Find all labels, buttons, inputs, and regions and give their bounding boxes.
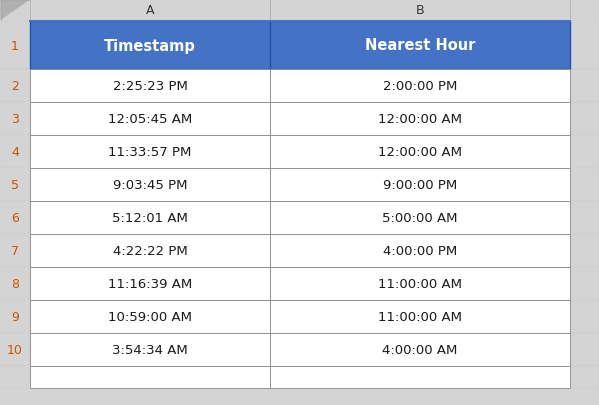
Bar [570, 366, 599, 388]
Text: Timestamp: Timestamp [104, 38, 196, 53]
Bar [0, 103, 30, 136]
Bar [30, 234, 270, 267]
Text: 11:00:00 AM: 11:00:00 AM [378, 310, 462, 323]
Bar [270, 267, 570, 300]
Bar [570, 70, 599, 103]
Text: 9:03:45 PM: 9:03:45 PM [113, 179, 187, 192]
Text: 12:00:00 AM: 12:00:00 AM [378, 146, 462, 159]
Text: 4: 4 [11, 146, 19, 159]
Bar [570, 333, 599, 366]
Bar [30, 22, 270, 70]
Bar [30, 202, 270, 234]
Bar [30, 300, 270, 333]
Bar [570, 22, 599, 70]
Bar [0, 267, 30, 300]
Bar [270, 202, 570, 234]
Bar [570, 267, 599, 300]
Text: 4:00:00 PM: 4:00:00 PM [383, 244, 457, 257]
Bar [270, 333, 570, 366]
Text: 9:00:00 PM: 9:00:00 PM [383, 179, 457, 192]
Bar [270, 234, 570, 267]
Bar [30, 136, 270, 168]
Text: 12:00:00 AM: 12:00:00 AM [378, 113, 462, 126]
Bar [570, 168, 599, 202]
Text: B: B [416, 4, 424, 17]
Bar [270, 168, 570, 202]
Text: 4:00:00 AM: 4:00:00 AM [382, 343, 458, 356]
Bar [30, 70, 270, 103]
Bar [0, 333, 30, 366]
Text: 7: 7 [11, 244, 19, 257]
Text: 11:33:57 PM: 11:33:57 PM [108, 146, 192, 159]
Text: 2:00:00 PM: 2:00:00 PM [383, 80, 457, 93]
Polygon shape [1, 1, 28, 20]
Text: 10: 10 [7, 343, 23, 356]
Text: 4:22:22 PM: 4:22:22 PM [113, 244, 187, 257]
Text: 11:00:00 AM: 11:00:00 AM [378, 277, 462, 290]
Text: 2:25:23 PM: 2:25:23 PM [113, 80, 187, 93]
Bar [0, 234, 30, 267]
Bar [30, 267, 270, 300]
Text: A: A [146, 4, 155, 17]
Bar [30, 103, 270, 136]
Bar [270, 0, 570, 22]
Text: 10:59:00 AM: 10:59:00 AM [108, 310, 192, 323]
Bar [0, 168, 30, 202]
Bar [270, 300, 570, 333]
Text: 6: 6 [11, 211, 19, 224]
Text: Nearest Hour: Nearest Hour [365, 38, 475, 53]
Bar [570, 103, 599, 136]
Text: 2: 2 [11, 80, 19, 93]
Text: 9: 9 [11, 310, 19, 323]
Bar [270, 70, 570, 103]
Bar [270, 136, 570, 168]
Text: 5:00:00 AM: 5:00:00 AM [382, 211, 458, 224]
Bar [0, 22, 30, 70]
Bar [0, 70, 30, 103]
Bar [0, 366, 30, 388]
Bar [570, 300, 599, 333]
Text: 12:05:45 AM: 12:05:45 AM [108, 113, 192, 126]
Bar [570, 136, 599, 168]
Text: 3: 3 [11, 113, 19, 126]
Text: 3:54:34 AM: 3:54:34 AM [112, 343, 188, 356]
Bar [30, 333, 270, 366]
Text: 1: 1 [11, 39, 19, 52]
Text: 8: 8 [11, 277, 19, 290]
Bar [0, 300, 30, 333]
Bar [30, 0, 270, 22]
Bar [270, 366, 570, 388]
Bar [0, 136, 30, 168]
Bar [270, 22, 570, 70]
Text: 11:16:39 AM: 11:16:39 AM [108, 277, 192, 290]
Bar [270, 103, 570, 136]
Bar [0, 202, 30, 234]
Bar [570, 234, 599, 267]
Bar [570, 202, 599, 234]
Bar [30, 366, 270, 388]
Text: 5: 5 [11, 179, 19, 192]
Bar [30, 168, 270, 202]
Text: 5:12:01 AM: 5:12:01 AM [112, 211, 188, 224]
